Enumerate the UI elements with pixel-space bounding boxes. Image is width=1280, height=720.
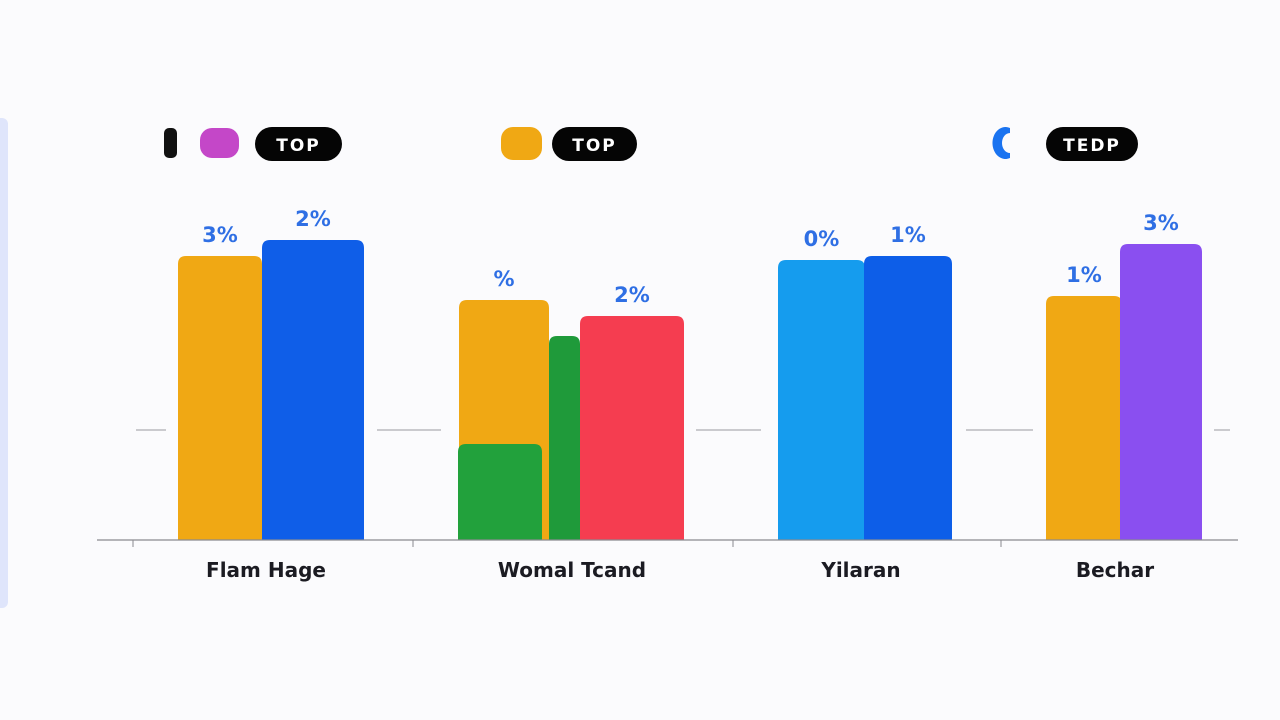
tick-label: Flam Hage [206,558,326,582]
data-label: % [493,267,514,291]
bar [580,316,684,540]
legend-pill [1046,127,1138,161]
bar [549,336,580,540]
legend-swatch-magenta [200,128,239,158]
x-axis [97,539,1238,547]
data-label: 3% [202,223,238,247]
value-labels: 3% 2%% 2% 0% 1% 1% 3% [202,207,1179,307]
bar [1046,296,1122,540]
tick-label: Womal Tcand [498,558,646,582]
bar [178,256,262,540]
legend-label: TEDP [1063,136,1121,156]
data-label: 1% [890,223,926,247]
category-labels: Flam Hage Womal Tcand Yilaran Bechar [206,558,1154,582]
bar [1120,244,1202,540]
bar [864,256,952,540]
bar [778,260,865,540]
legend-swatch-orange [501,127,542,160]
data-label: 3% [1143,211,1179,235]
side-panel-edge [0,118,8,608]
tick-label: Yilaran [820,558,900,582]
legend-label: TOP [572,136,617,156]
data-label: 2% [614,283,650,307]
bar [458,444,542,540]
legend-pill [552,127,637,161]
tick-label: Bechar [1076,558,1154,582]
black-bar-icon [164,128,177,158]
legend-pill [255,127,342,161]
data-label: 2% [295,207,331,231]
data-label: 0% [804,227,840,251]
legend: TOP TOP TEDP [164,127,1138,161]
bar [262,240,364,540]
legend-label: TOP [276,136,321,156]
blue-half-circle-icon [992,127,1010,159]
bars [178,240,1202,540]
data-label: 1% [1066,263,1102,287]
